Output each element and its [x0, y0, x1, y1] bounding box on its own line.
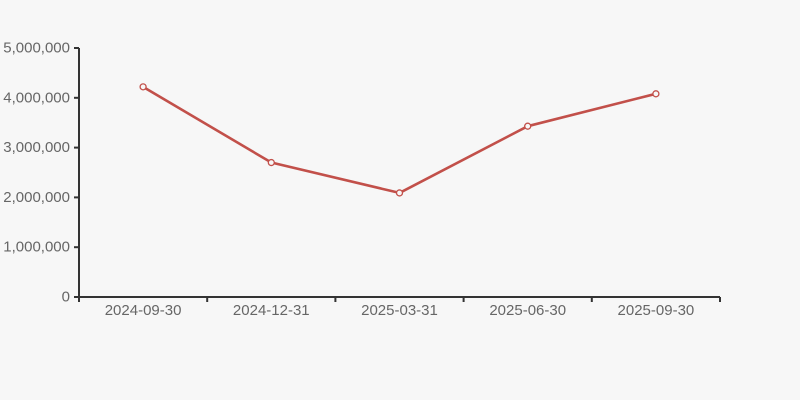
data-point-marker: [139, 83, 147, 91]
x-axis-label: 2024-12-31: [233, 302, 310, 319]
y-axis-label: 5,000,000: [3, 40, 70, 57]
data-point-marker: [395, 189, 404, 197]
data-point-marker: [524, 122, 532, 130]
y-axis-label: 2,000,000: [3, 189, 70, 206]
x-axis-label: 2025-06-30: [489, 302, 566, 319]
data-point-marker: [652, 90, 660, 98]
x-axis-label: 2025-03-31: [361, 302, 438, 319]
x-axis-label: 2024-09-30: [105, 302, 182, 319]
data-point-marker: [267, 158, 275, 167]
y-axis-label: 4,000,000: [3, 89, 70, 106]
x-axis-label: 2025-09-30: [618, 302, 695, 319]
y-axis-label: 3,000,000: [3, 139, 70, 156]
series-line: [141, 85, 658, 195]
y-axis-label: 1,000,000: [3, 239, 70, 256]
y-axis-label: 0: [62, 289, 70, 306]
